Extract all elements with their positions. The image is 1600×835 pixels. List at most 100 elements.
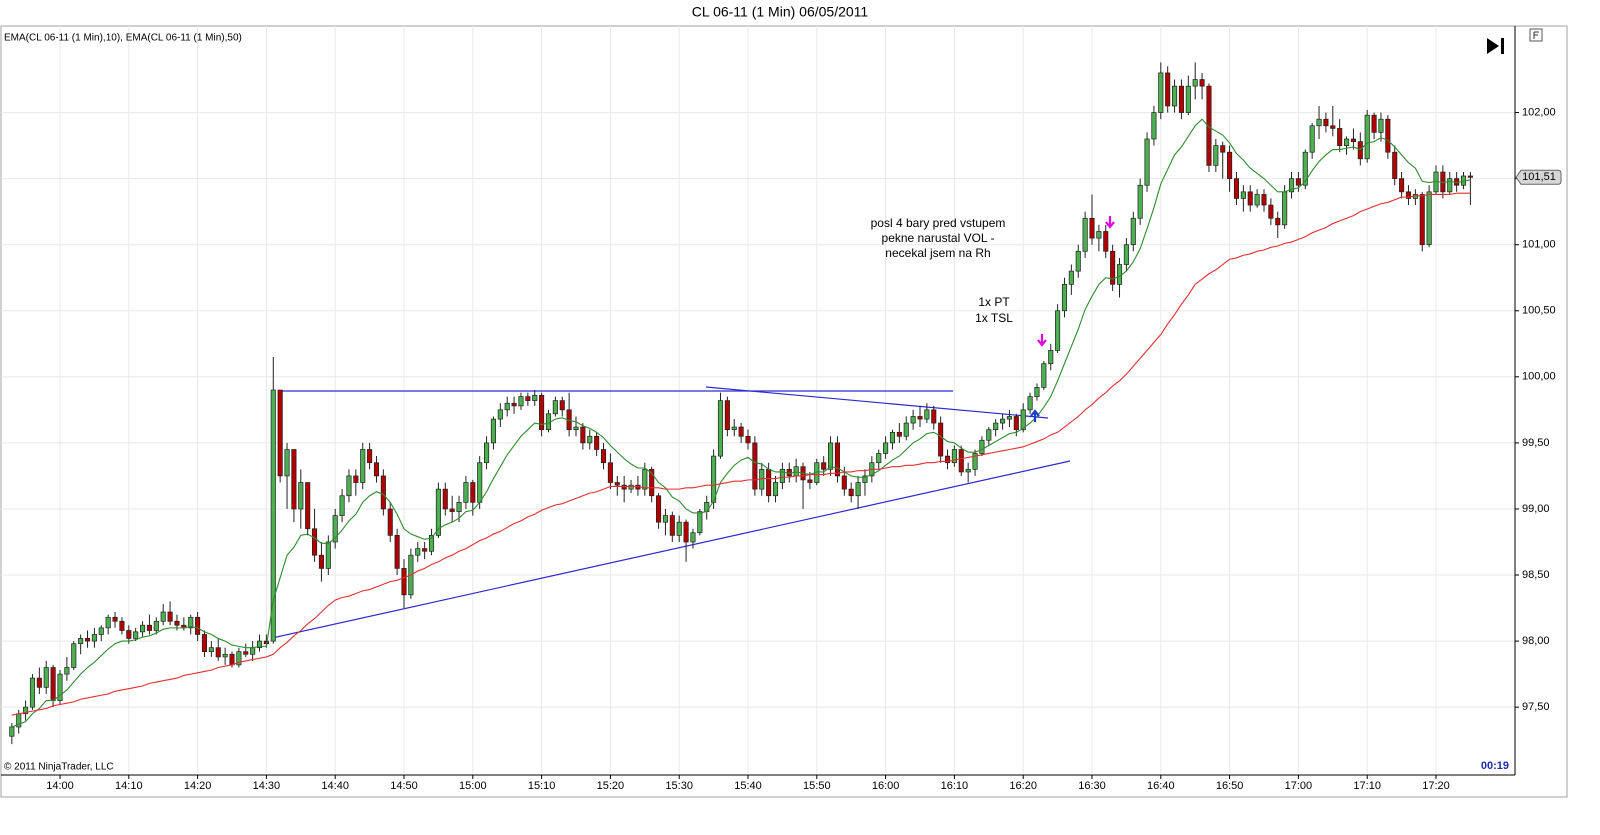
candle-body [896,431,902,437]
candle-body [683,521,689,543]
x-tick-label: 15:30 [665,780,693,792]
candle-body [1247,191,1253,206]
candle-body [305,482,311,530]
candle-body [298,482,304,510]
trend-line [271,460,1071,639]
x-tick-label: 16:10 [941,780,969,792]
candle-body [580,426,586,444]
candle-body [745,435,751,444]
x-tick-label: 16:30 [1078,780,1106,792]
candle-body [346,475,352,497]
candle-body [1385,118,1391,153]
candle-body [360,449,366,483]
candle-body [167,611,173,622]
candle-body [312,528,318,556]
x-tick-label: 16:20 [1009,780,1037,792]
candle-body [587,435,593,444]
candle-body [1295,178,1301,186]
candle-body [1068,270,1074,285]
candle-body [876,453,882,464]
candle-body [112,616,118,622]
candle-body [821,462,827,470]
annotation: necekal jsem na Rh [885,246,990,260]
candle-body [690,532,696,543]
candle-body [924,409,930,420]
x-tick-label: 17:00 [1285,780,1313,792]
exit-arrow [1037,334,1047,347]
candle-body [243,651,249,655]
indicator-label: EMA(CL 06-11 (1 Min),10), EMA(CL 06-11 (… [4,33,242,44]
x-tick-label: 17:10 [1353,780,1381,792]
candle-body [848,488,854,497]
candle-body [373,462,380,477]
candle-body [23,706,29,715]
candle-body [222,653,228,658]
scroll-end-button[interactable] [1487,38,1504,54]
candle-body [105,616,111,629]
y-tick-label: 100,00 [1522,371,1556,383]
x-tick-label: 15:40 [734,780,762,792]
candle-body [477,462,483,503]
candle-body [250,647,256,655]
candle-body [1020,409,1026,431]
candle-body [133,631,139,639]
candle-body [738,426,744,437]
candle-body [1405,191,1412,199]
candle-body [828,442,834,470]
chart-frame [0,25,1568,798]
candle-body [807,479,813,483]
candle-body [1041,363,1047,388]
candle-body [752,442,758,490]
candle-body [1192,79,1198,87]
candle-body [552,400,558,415]
candle-body [938,422,944,457]
candle-body [772,482,779,497]
candle-body [195,616,201,635]
candle-body [36,677,42,688]
candle-body [1027,396,1033,411]
candle-body [628,484,634,490]
candle-body [78,638,84,645]
copyright: © 2011 NinjaTrader, LLC [4,762,114,773]
x-tick-label: 14:10 [115,780,143,792]
candle-body [401,568,407,596]
candle-body [518,396,524,407]
trend-line [705,386,1049,419]
candle-body [931,409,937,424]
candle-body [367,449,373,464]
x-tick-label: 16:50 [1216,780,1244,792]
candle-body [917,416,923,420]
candle-body [9,726,15,737]
candle-body [1013,416,1019,431]
x-tick-label: 15:20 [597,780,625,792]
candle-body [497,409,503,420]
candle-body [456,501,462,512]
candle-body [883,442,889,454]
x-tick-label: 15:50 [803,780,831,792]
candle-body [1467,175,1473,178]
candle-body [766,468,772,497]
candle-body [428,535,435,552]
candle-body [676,521,682,536]
plot-area [9,62,1473,745]
candle-body [1165,72,1171,107]
candle-body [731,426,737,431]
annotation: pekne narustal VOL - [882,231,995,245]
exit-arrow [1105,216,1115,229]
float-button[interactable] [1529,28,1543,42]
candle-body [140,624,146,633]
candle-body [889,431,896,444]
candle-body [50,667,56,701]
y-tick-label: 100,50 [1522,305,1556,317]
candle-body [1006,416,1012,420]
candle-body [270,389,276,642]
candle-body [57,673,63,701]
candle-body [511,402,517,407]
candle-body [146,624,152,631]
candle-body [717,400,724,457]
x-tick-label: 16:40 [1147,780,1175,792]
candle-body [1151,112,1157,140]
candle-body [656,495,662,523]
